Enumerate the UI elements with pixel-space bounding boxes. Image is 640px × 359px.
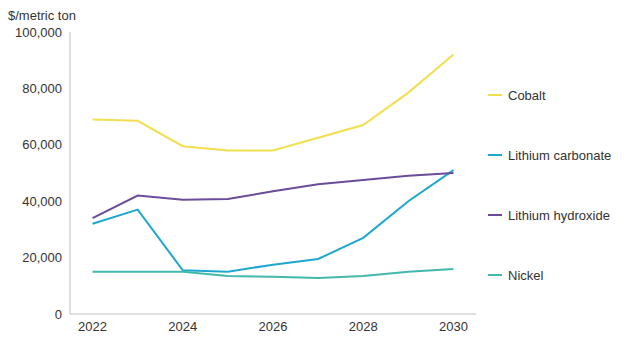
html-text:$/metric ton: $/metric ton: [8, 8, 76, 23]
svg-text:0: 0: [55, 307, 62, 322]
svg-text:60,000: 60,000: [22, 137, 62, 152]
html-text:Cobalt: Cobalt: [508, 87, 546, 103]
svg-text:100,000: 100,000: [15, 25, 62, 40]
svg-text:20,000: 20,000: [22, 250, 62, 265]
svg-text:2030: 2030: [439, 319, 468, 334]
svg-text:2022: 2022: [78, 319, 107, 334]
html-text:Lithium carbonate: Lithium carbonate: [508, 147, 612, 163]
svg-text:2026: 2026: [259, 319, 288, 334]
svg-text:2028: 2028: [349, 319, 378, 334]
svg-text:40,000: 40,000: [22, 194, 62, 209]
svg-text:80,000: 80,000: [22, 81, 62, 96]
svg-text:2024: 2024: [168, 319, 197, 334]
html-text:Nickel: Nickel: [508, 267, 544, 283]
html-text:Lithium hydroxide: Lithium hydroxide: [508, 207, 610, 223]
